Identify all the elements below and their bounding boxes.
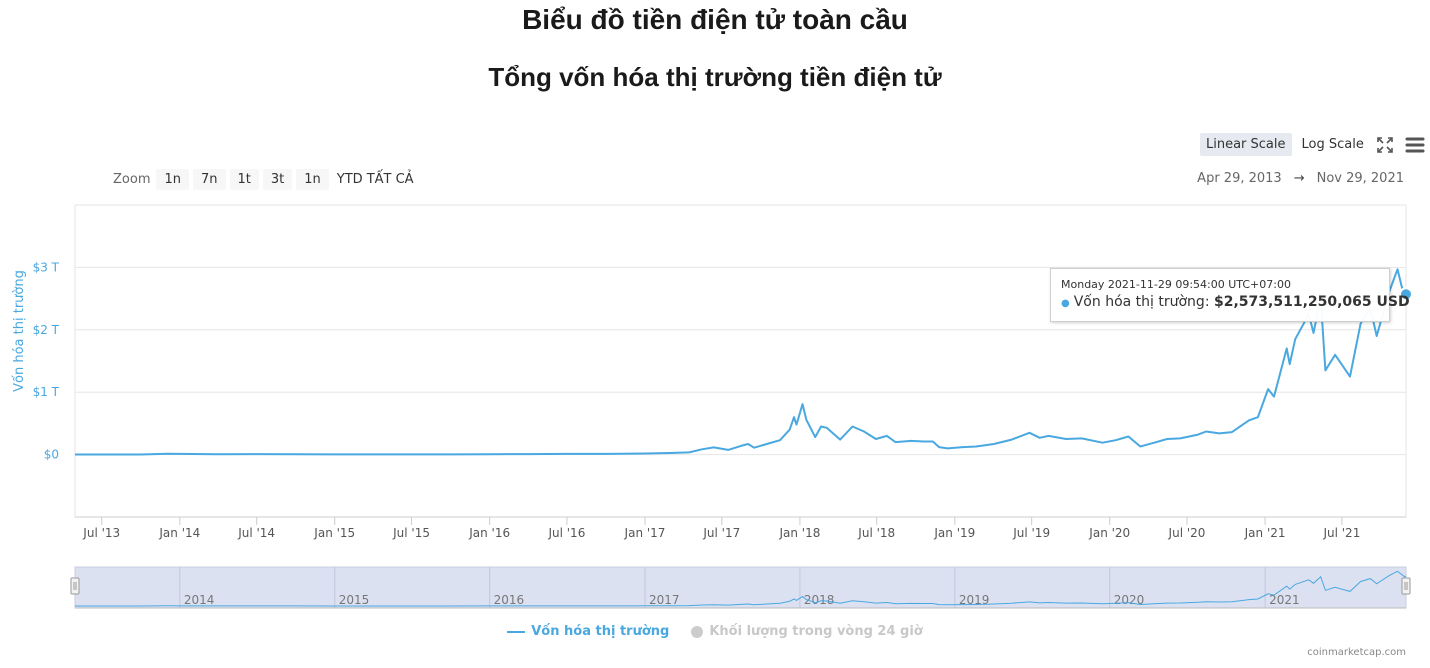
zoom-7-day-button[interactable]: 7n [193, 169, 226, 190]
scale-toolbar: Linear Scale Log Scale [1200, 133, 1426, 156]
legend-label-volume: Khối lượng trong vòng 24 giờ [709, 624, 923, 639]
date-range-arrow: → [1293, 171, 1305, 186]
x-tick-label: Jul '15 [392, 526, 430, 540]
chart-tooltip: Monday 2021-11-29 09:54:00 UTC+07:00 ● Vố… [1050, 268, 1410, 322]
x-tick-label: Jan '15 [313, 526, 355, 540]
x-tick-label: Jan '18 [778, 526, 820, 540]
legend-label-market-cap: Vốn hóa thị trường [531, 624, 670, 639]
x-tick-label: Jan '19 [933, 526, 975, 540]
page-title: Biểu đồ tiền điện tử toàn cầu [522, 4, 908, 35]
x-tick-label: Jan '20 [1088, 526, 1130, 540]
series-line-market-cap [75, 268, 1407, 456]
zoom-1-month-button[interactable]: 1t [229, 169, 259, 190]
x-tick-label: Jul '13 [82, 526, 120, 540]
y-tick-label: $3 T [33, 260, 60, 274]
log-scale-button[interactable]: Log Scale [1301, 137, 1364, 152]
zoom-all-button[interactable]: TẤT CẢ [366, 172, 414, 187]
chart-title: Tổng vốn hóa thị trường tiền điện tử [488, 62, 942, 92]
x-tick-label: Jul '21 [1322, 526, 1360, 540]
navigator-year-label: 2019 [959, 593, 990, 607]
tooltip-value: $2,573,511,250,065 USD [1214, 294, 1410, 310]
x-tick-label: Jul '16 [547, 526, 585, 540]
navigator-series-line [75, 570, 1407, 607]
x-tick-label: Jul '17 [702, 526, 740, 540]
x-tick-label: Jul '14 [237, 526, 275, 540]
tooltip-series-dot: ● [1061, 298, 1070, 309]
range-selector: Zoom 1n 7n 1t 3t 1n YTD TẤT CẢ [113, 169, 418, 190]
legend-item-volume[interactable]: Khối lượng trong vòng 24 giờ [691, 624, 923, 639]
navigator-selection [74, 566, 1407, 609]
plot-area [74, 204, 1407, 518]
y-axis-title: Vốn hóa thị trường [12, 270, 27, 392]
y-tick-label: $2 T [33, 323, 60, 337]
zoom-1-day-button[interactable]: 1n [156, 169, 189, 190]
menu-icon[interactable] [1404, 134, 1426, 156]
legend-item-market-cap[interactable]: Vốn hóa thị trường [507, 624, 669, 639]
credits[interactable]: coinmarketcap.com [1307, 647, 1406, 658]
navigator-year-label: 2021 [1269, 593, 1300, 607]
navigator-handle-right[interactable] [1401, 577, 1411, 595]
legend-swatch-volume [691, 625, 704, 638]
legend: Vốn hóa thị trường Khối lượng trong vòng… [0, 624, 1430, 639]
zoom-label: Zoom [113, 172, 151, 187]
date-to[interactable]: Nov 29, 2021 [1316, 171, 1404, 186]
navigator-year-label: 2017 [649, 593, 680, 607]
x-tick-label: Jan '21 [1244, 526, 1286, 540]
navigator-year-label: 2016 [494, 593, 525, 607]
date-range: Apr 29, 2013 → Nov 29, 2021 [1197, 171, 1404, 186]
navigator-year-label: 2018 [804, 593, 835, 607]
date-from[interactable]: Apr 29, 2013 [1197, 171, 1282, 186]
hover-point [1399, 287, 1413, 302]
x-tick-label: Jul '18 [857, 526, 895, 540]
tooltip-date: Monday 2021-11-29 09:54:00 UTC+07:00 [1061, 278, 1291, 291]
tooltip-series: Vốn hóa thị trường [1073, 294, 1205, 310]
zoom-ytd-button[interactable]: YTD [336, 172, 363, 187]
zoom-1-year-button[interactable]: 1n [296, 169, 329, 190]
fullscreen-icon[interactable] [1374, 134, 1396, 156]
tooltip-line: ● Vốn hóa thị trường: $2,573,511,250,065 … [1061, 294, 1410, 310]
navigator-handle-left[interactable] [70, 577, 80, 595]
zoom-3-month-button[interactable]: 3t [262, 169, 293, 190]
x-tick-label: Jul '20 [1168, 526, 1206, 540]
legend-swatch-market-cap [507, 630, 526, 633]
y-tick-label: $0 [44, 448, 59, 462]
navigator-year-label: 2015 [339, 593, 370, 607]
linear-scale-button[interactable]: Linear Scale [1200, 133, 1292, 156]
x-tick-label: Jan '17 [624, 526, 666, 540]
x-tick-label: Jan '14 [158, 526, 200, 540]
main-chart[interactable]: $0 $1 T $2 T $3 T Jul '13 Jan '14 Jul '14 Jan '… [0, 195, 1430, 545]
x-tick-label: Jan '16 [468, 526, 510, 540]
x-tick-label: Jul '19 [1012, 526, 1050, 540]
navigator-year-label: 2014 [184, 593, 215, 607]
navigator[interactable]: 2014 2015 2016 2017 2018 2019 2020 2021 [0, 560, 1430, 612]
y-tick-label: $1 T [33, 385, 60, 399]
